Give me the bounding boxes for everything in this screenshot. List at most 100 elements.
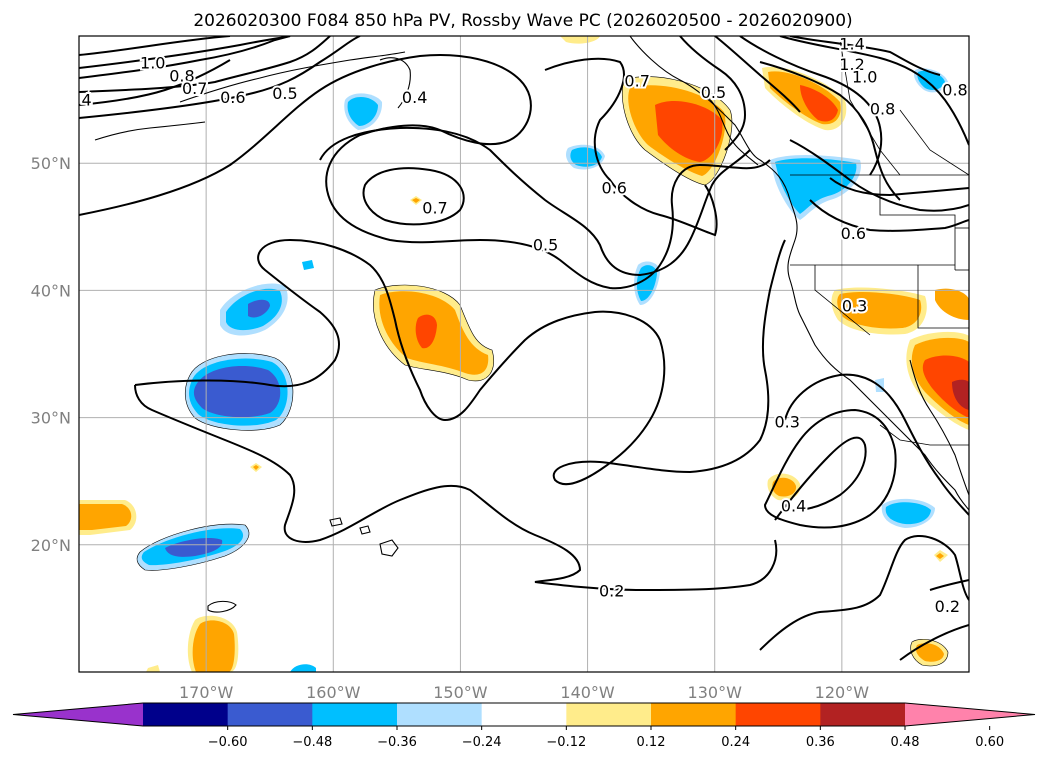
colorbar-extend-low (13, 703, 143, 726)
lon-tick-label: 160°W (306, 683, 361, 702)
contour-line (899, 624, 969, 661)
colorbar-label: 0.60 (975, 735, 1004, 750)
lat-tick-label: 30°N (31, 409, 71, 428)
colorbar-extend-high (905, 703, 1035, 726)
figure-title: 2026020300 F084 850 hPa PV, Rossby Wave … (193, 11, 852, 31)
colorbar-label: −0.36 (377, 735, 417, 750)
contour-label: 0.7 (624, 72, 649, 91)
latitude-tick-labels: 20°N 30°N 40°N 50°N (31, 154, 71, 555)
contour-line (134, 238, 786, 486)
contour-line (759, 61, 901, 201)
lat-tick-label: 40°N (31, 281, 71, 300)
colorbar-segment (397, 703, 483, 726)
contour-label: 0.8 (169, 66, 194, 85)
contour-line (79, 36, 361, 119)
contour-label: 0.2 (935, 597, 960, 616)
contour-line (79, 54, 771, 290)
negative-anomaly-east (875, 378, 935, 528)
contour-line (759, 535, 969, 651)
positive-anomaly-small (79, 36, 948, 672)
negative-anomaly-west-pacific (137, 283, 316, 672)
contour-line (739, 36, 883, 176)
contour-line (134, 384, 778, 592)
colorbar-label: 0.36 (806, 735, 835, 750)
lat-tick-label: 20°N (31, 536, 71, 555)
shaded-anomalies (79, 36, 969, 672)
contour-line (929, 579, 969, 591)
contour-label: 0.5 (272, 84, 297, 103)
contour-label: 0.4 (781, 496, 806, 515)
positive-anomaly-alaska (762, 66, 847, 131)
lon-tick-label: 170°W (179, 683, 234, 702)
colorbar-label: −0.12 (546, 735, 586, 750)
colorbar-segment (566, 703, 652, 726)
contour-label: 0.6 (841, 224, 866, 243)
colorbar-label: 0.24 (721, 735, 750, 750)
contour-label: 1.4 (839, 35, 864, 54)
contour-label: 0.3 (842, 297, 867, 316)
contour-line (679, 36, 747, 151)
contour-line (763, 408, 897, 529)
lon-tick-label: 130°W (688, 683, 743, 702)
contour-label: 0.2 (599, 582, 624, 601)
lat-tick-label: 50°N (31, 154, 71, 173)
contour-label: 1.2 (839, 55, 864, 74)
contour-line (79, 36, 291, 69)
contour-label: 0.3 (774, 412, 799, 431)
colorbar-segment (651, 703, 737, 726)
contour-label: 0.8 (870, 100, 895, 119)
colorbar-label: −0.60 (208, 735, 248, 750)
colorbar-label: −0.24 (462, 735, 502, 750)
contour-label: 0.7 (182, 79, 207, 98)
positive-anomaly-ne-pacific (622, 76, 732, 185)
colorbar-label: −0.48 (292, 735, 332, 750)
colorbar-segment (481, 703, 567, 726)
lon-tick-label: 150°W (433, 683, 488, 702)
contour-label: 4 (82, 91, 92, 110)
pv-contours (79, 36, 969, 661)
contour-line (544, 57, 718, 237)
colorbar-segment (227, 703, 313, 726)
contour-label: 0.5 (533, 236, 558, 255)
colorbar-segment (735, 703, 821, 726)
colorbar: −0.60 −0.48 −0.36 −0.24 −0.12 0.12 0.24 0.36 0.4… (12, 702, 1036, 750)
contour-line (809, 199, 969, 232)
contour-line (79, 36, 291, 79)
contour-label: 0.6 (220, 88, 245, 107)
contour-line (829, 177, 969, 197)
contour-line (319, 126, 751, 277)
contour-line (789, 139, 969, 212)
contour-label: 0.7 (422, 199, 447, 218)
contour-line (362, 167, 465, 226)
lon-tick-label: 140°W (560, 683, 615, 702)
contour-label: 0.4 (402, 88, 427, 107)
colorbar-label: 0.48 (891, 735, 920, 750)
map-frame (78, 35, 970, 673)
positive-anomaly-central-pacific (373, 285, 494, 381)
colorbar-segment (312, 703, 398, 726)
contour-line (789, 36, 941, 76)
contour-line (779, 36, 969, 146)
colorbar-segment (820, 703, 906, 726)
colorbar-outline (12, 702, 1036, 727)
lon-tick-label: 120°W (815, 683, 870, 702)
longitude-tick-labels: 170°W 160°W 150°W 140°W 130°W 120°W (179, 683, 869, 702)
contour-label: 0.6 (602, 178, 627, 197)
contour-line (79, 36, 231, 56)
colorbar-label: 0.12 (637, 735, 666, 750)
contour-labels: 1.00.80.7 0.6 0.54 0.40.70.50.60.70.51.41.2… (80, 35, 969, 618)
contour-line (714, 36, 801, 113)
contour-line (79, 59, 231, 106)
contour-line (784, 373, 969, 516)
contour-line (79, 36, 331, 93)
contour-line (774, 436, 867, 521)
map-panel: 1.00.80.7 0.6 0.54 0.40.70.50.60.70.51.41.2… (79, 35, 969, 672)
negative-anomaly-subtropics (185, 353, 293, 431)
contour-label: 1.0 (852, 68, 877, 87)
contour-label: 1.0 (140, 54, 165, 73)
colorbar-segment (143, 703, 229, 726)
contour-label: 0.8 (942, 80, 967, 99)
contour-label: 0.5 (701, 83, 726, 102)
shading-outlines (136, 76, 949, 667)
